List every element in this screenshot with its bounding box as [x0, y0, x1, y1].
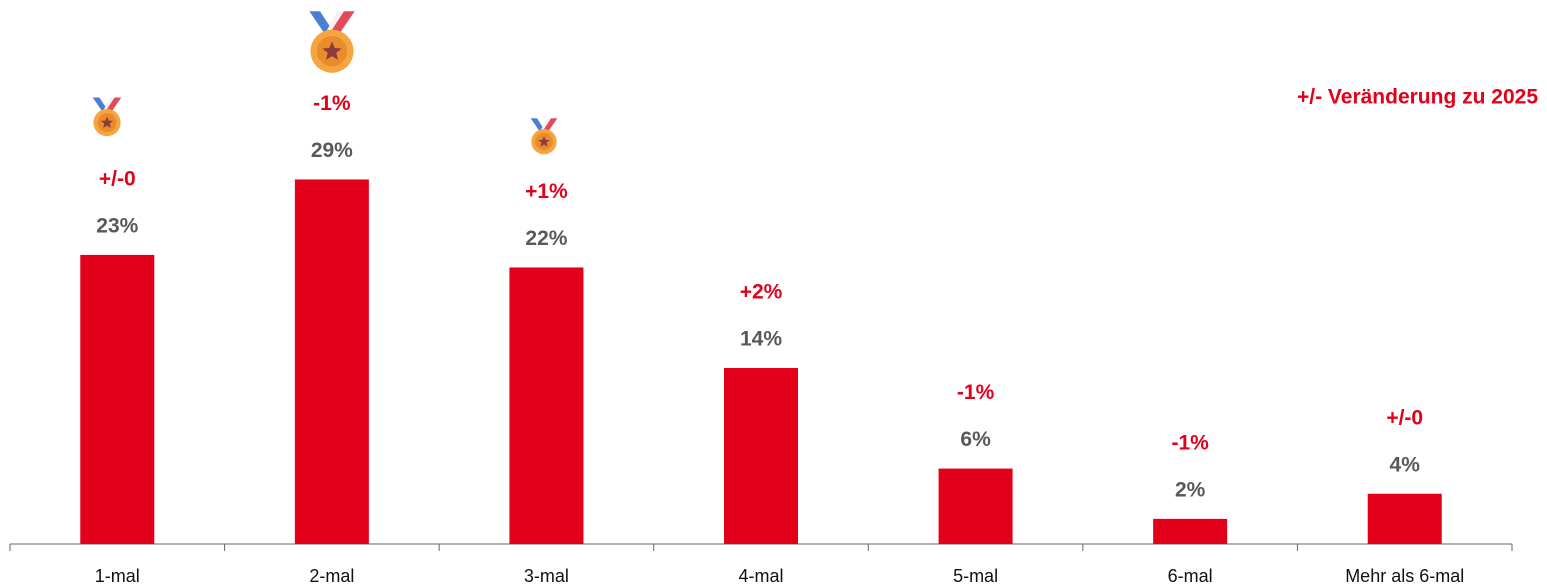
value-label: 6% [960, 428, 991, 451]
value-label: 22% [525, 227, 567, 250]
change-label: -1% [1171, 431, 1209, 454]
bar [1153, 518, 1228, 544]
annotation: +/- Veränderung zu 2025 [1297, 86, 1538, 109]
x-tick-label: 4-mal [738, 566, 783, 585]
bar [1367, 493, 1442, 544]
value-label: 23% [96, 214, 138, 237]
change-label: +/-0 [1386, 406, 1423, 429]
value-label: 2% [1175, 478, 1206, 501]
medal-icon [309, 11, 355, 73]
bar [80, 254, 155, 544]
change-label: +2% [740, 281, 783, 304]
x-tick-label: 2-mal [309, 566, 354, 585]
x-tick-label: 5-mal [953, 566, 998, 585]
change-label: +/-0 [99, 167, 136, 190]
bar [724, 368, 798, 544]
bar [938, 468, 1013, 544]
change-label: -1% [957, 381, 995, 404]
x-tick-label: 6-mal [1168, 566, 1213, 585]
medal-icon [92, 97, 122, 137]
value-label: 29% [311, 139, 353, 162]
change-label: -1% [313, 92, 351, 115]
x-tick-label: 3-mal [524, 566, 569, 585]
bar [509, 267, 584, 544]
x-tick-label: 1-mal [95, 566, 140, 585]
change-label: +1% [525, 180, 568, 203]
value-label: 14% [740, 328, 782, 351]
value-label: 4% [1390, 453, 1421, 476]
x-tick-label: Mehr als 6-mal [1345, 566, 1464, 585]
medal-icon [530, 118, 558, 155]
bar [294, 179, 369, 544]
